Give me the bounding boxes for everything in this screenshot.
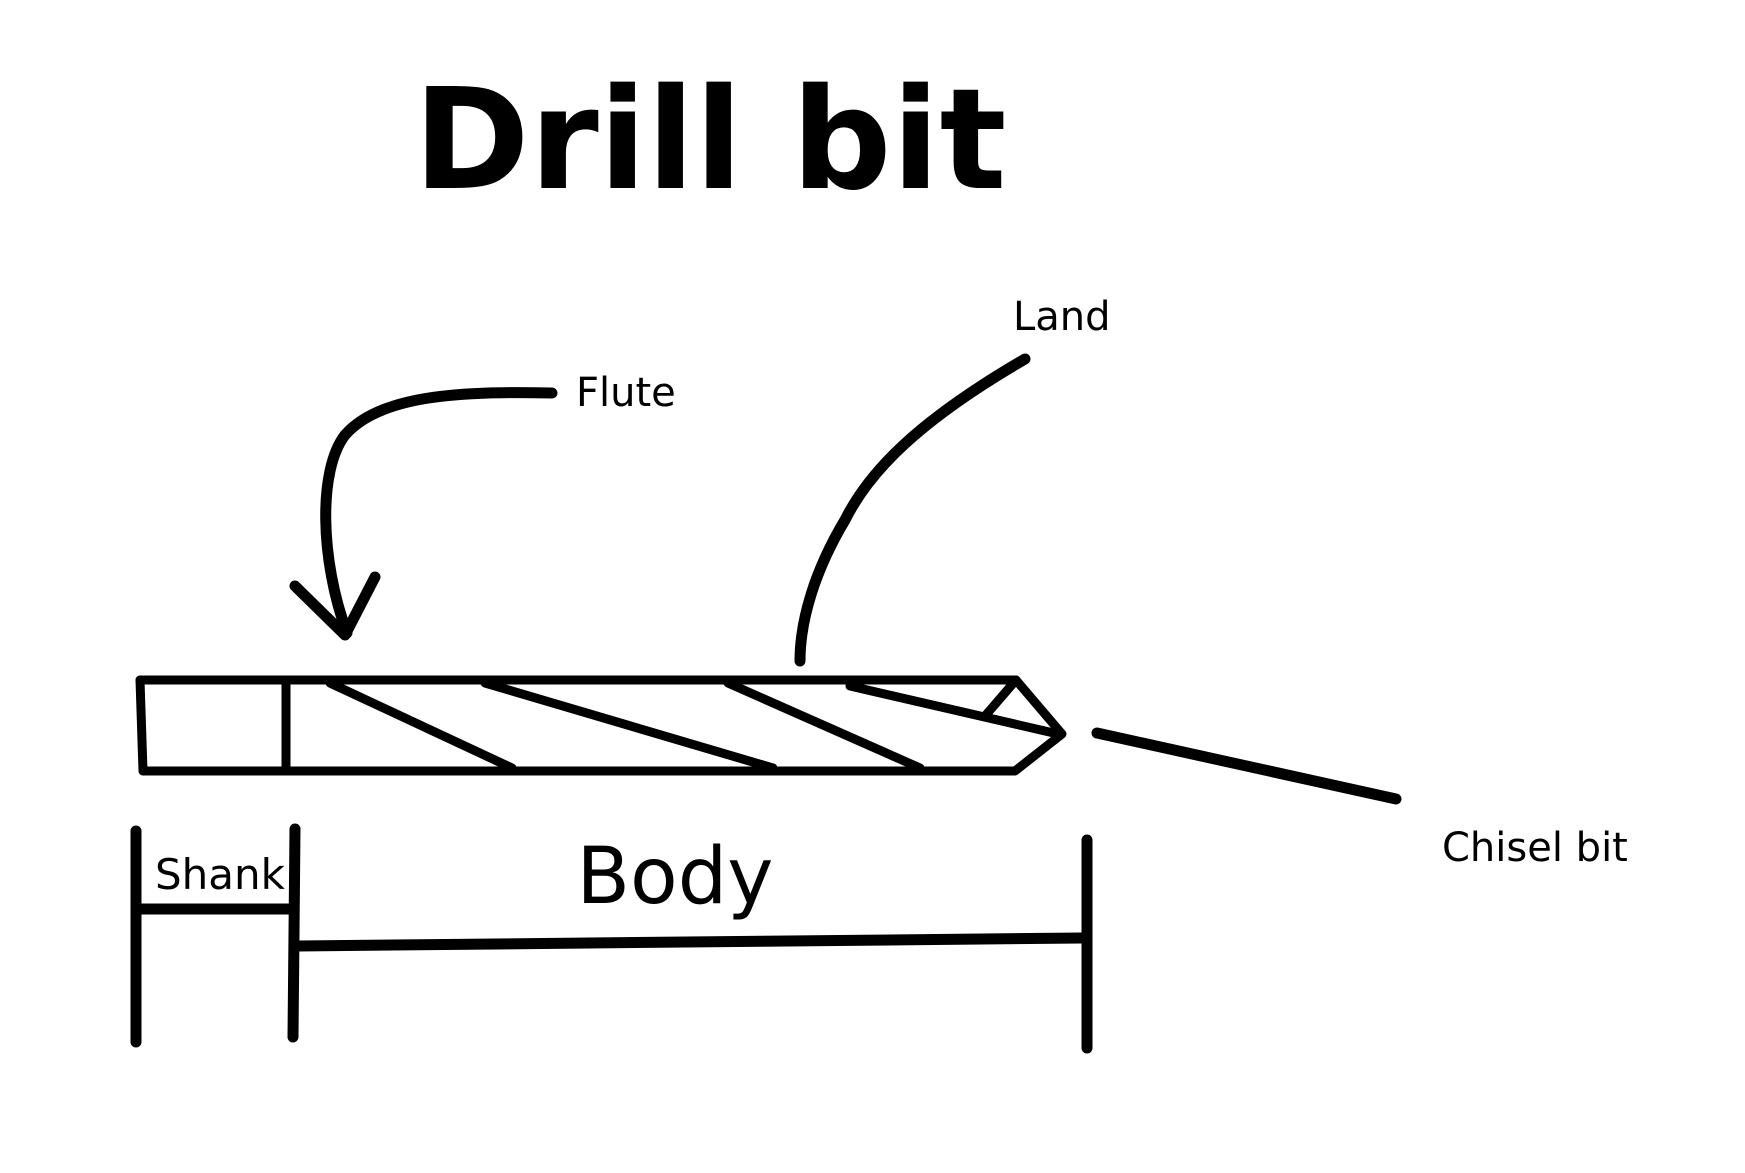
land-label: Land bbox=[1013, 294, 1111, 340]
flute-spiral-line bbox=[845, 681, 1063, 739]
land-callout: Land bbox=[794, 294, 1111, 667]
drill-bit-body-outline bbox=[135, 675, 1067, 776]
flute-callout: Flute bbox=[289, 370, 676, 641]
body-dimension: Body bbox=[292, 832, 1093, 1054]
diagram-title: Drill bit bbox=[413, 59, 1006, 222]
flute-spiral-line bbox=[723, 678, 925, 773]
chisel-bit-label: Chisel bit bbox=[1442, 825, 1628, 871]
shank-dimension: Shank bbox=[130, 823, 301, 1048]
flute-arrowhead bbox=[289, 571, 381, 641]
flute-spirals bbox=[325, 678, 1063, 773]
shank-label: Shank bbox=[155, 850, 286, 899]
body-dimension-line bbox=[292, 932, 1088, 952]
flute-label: Flute bbox=[576, 370, 676, 416]
tip-chisel-edge bbox=[980, 675, 1021, 721]
drill-bit-outline bbox=[135, 675, 1067, 776]
chisel-bit-leader-line bbox=[1091, 727, 1402, 805]
land-leader-line bbox=[794, 353, 1031, 667]
body-label: Body bbox=[577, 832, 774, 922]
flute-arrow-curve bbox=[320, 387, 558, 639]
chisel-bit-callout: Chisel bit bbox=[1091, 727, 1628, 871]
flute-spiral-line bbox=[480, 678, 778, 773]
flute-spiral-line bbox=[325, 678, 517, 773]
shank-right-tick bbox=[287, 823, 301, 1043]
